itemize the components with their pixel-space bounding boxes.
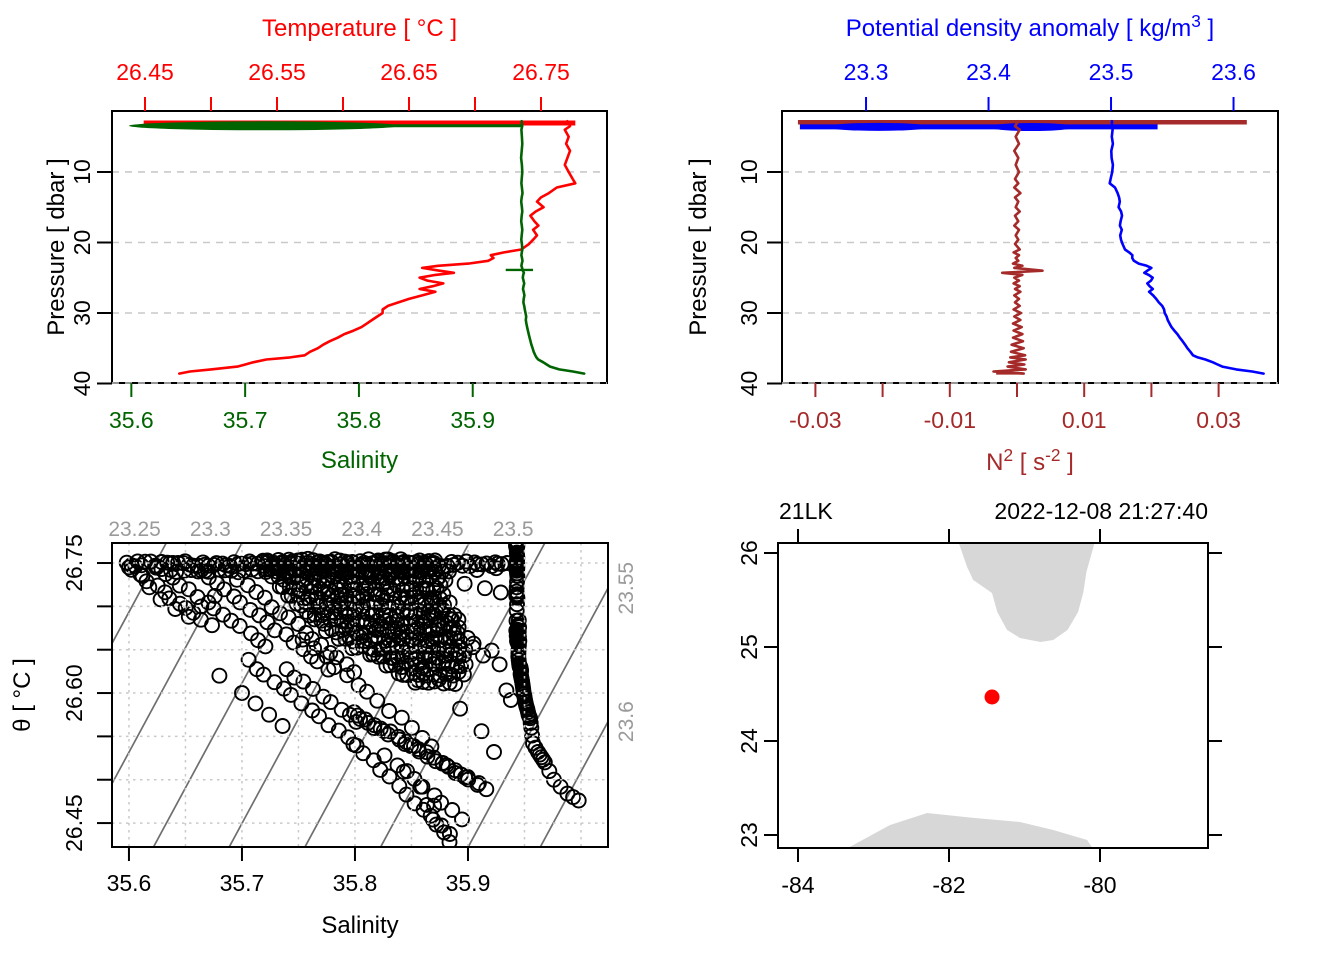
isopycnal-label: 23.45 (411, 518, 464, 541)
panel-station-map: -84 -82 -80 23 24 25 26 21LK 2022-12-08 21:27:40 (736, 498, 1222, 898)
top-tick-label: 26.55 (248, 59, 306, 85)
station-timestamp-label: 2022-12-08 21:27:40 (994, 498, 1208, 524)
panel-temp-sal-profile: 26.45 26.55 26.65 26.75 Temperature [ °C ] 35… (43, 15, 608, 474)
bottom-tick-label: 35.7 (220, 870, 265, 896)
top-tick-label: 23.6 (1211, 59, 1256, 85)
isopycnal-label: 23.4 (341, 518, 382, 541)
plot-box-density-n2 (781, 110, 1279, 384)
left-tick-label: 26.45 (61, 794, 87, 852)
bottom-tick-label: 35.9 (450, 407, 495, 433)
station-id-label: 21LK (779, 498, 833, 524)
map-lat-label: 25 (736, 634, 762, 660)
left-axis-title: Pressure [ dbar ] (43, 158, 70, 335)
left-axis-title: θ [ °C ] (9, 658, 36, 732)
left-axis-title: Pressure [ dbar ] (685, 158, 712, 335)
bottom-tick-label: 0.03 (1196, 407, 1241, 433)
bottom-axis-title: Salinity (321, 447, 398, 474)
bottom-tick-label: 35.7 (223, 407, 268, 433)
bottom-tick-label: -0.01 (924, 407, 976, 433)
left-tick-label: 10 (736, 159, 762, 185)
bottom-tick-label: 35.6 (107, 870, 152, 896)
n2-profile-line (992, 119, 1044, 375)
left-tick-label: 20 (69, 230, 95, 256)
top-tick-label: 26.45 (116, 59, 174, 85)
plot-box-temp-sal (111, 110, 608, 384)
bottom-tick-label: 0.01 (1062, 407, 1107, 433)
top-tick-label: 23.5 (1089, 59, 1134, 85)
top-tick-label: 26.75 (512, 59, 570, 85)
plot-box-map (777, 542, 1209, 849)
left-tick-label: 40 (736, 371, 762, 397)
isopycnal-label: 23.5 (493, 518, 534, 541)
left-tick-label: 26.75 (61, 534, 87, 592)
bottom-axis-title: Salinity (321, 912, 398, 939)
bottom-tick-label: 35.9 (446, 870, 491, 896)
ts-scatter-points (118, 543, 587, 847)
panel-ts-diagram: 23.25 23.3 23.35 23.4 23.45 23.5 23.55 23.6 35.6… (9, 518, 638, 939)
left-tick-label: 40 (69, 371, 95, 397)
left-tick-label: 10 (69, 159, 95, 185)
left-tick-label: 20 (736, 230, 762, 256)
bottom-tick-label: 35.8 (337, 407, 382, 433)
bottom-tick-label: 35.8 (333, 870, 378, 896)
salinity-surface-soak (129, 121, 400, 131)
temperature-profile-line (178, 119, 577, 375)
isopycnal-label: 23.25 (108, 518, 161, 541)
top-tick-label: 23.4 (966, 59, 1011, 85)
bottom-tick-label: 35.6 (109, 407, 154, 433)
top-axis-title: Potential density anomaly [ kg/m3 ] (846, 11, 1214, 42)
plot-box-ts (111, 542, 609, 848)
station-location-dot (984, 689, 1000, 705)
map-lat-label: 24 (736, 728, 762, 754)
map-lon-label: -84 (781, 872, 814, 898)
isopycnal-label: 23.55 (615, 562, 638, 615)
bottom-axis-title: N2 [ s-2 ] (986, 445, 1074, 476)
map-lat-label: 26 (736, 540, 762, 566)
isopycnal-label: 23.3 (190, 518, 231, 541)
map-lon-label: -80 (1083, 872, 1116, 898)
left-tick-label: 30 (69, 300, 95, 326)
top-tick-label: 26.65 (380, 59, 438, 85)
land-cuba (847, 813, 1093, 848)
map-lon-label: -82 (932, 872, 965, 898)
left-tick-label: 30 (736, 300, 762, 326)
land-florida (958, 543, 1094, 642)
bottom-tick-label: -0.03 (789, 407, 841, 433)
isopycnal-label: 23.6 (615, 701, 638, 742)
density-profile-line (1108, 119, 1265, 375)
isopycnal-label: 23.35 (260, 518, 313, 541)
salinity-profile-line (519, 119, 586, 375)
top-axis-title: Temperature [ °C ] (262, 15, 457, 42)
map-lat-label: 23 (736, 822, 762, 848)
top-tick-label: 23.3 (844, 59, 889, 85)
left-tick-label: 26.60 (61, 664, 87, 722)
panel-density-n2-profile: 23.3 23.4 23.5 23.6 Potential density anomal… (685, 11, 1279, 476)
